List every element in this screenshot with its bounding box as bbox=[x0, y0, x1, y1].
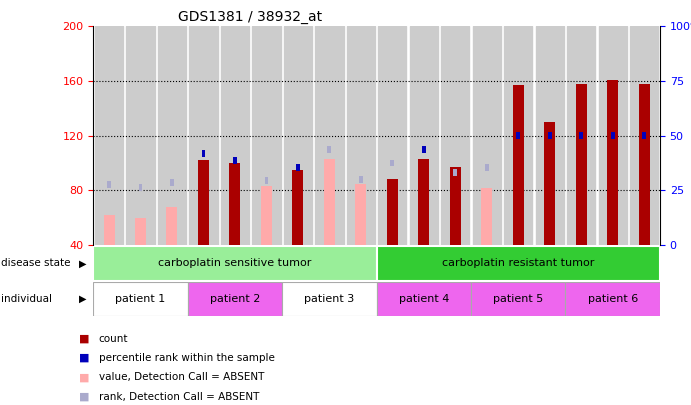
Text: individual: individual bbox=[1, 294, 52, 304]
Bar bbox=[170, 179, 174, 185]
Text: carboplatin resistant tumor: carboplatin resistant tumor bbox=[442, 258, 594, 269]
Bar bbox=[198, 160, 209, 245]
Text: GDS1381 / 38932_at: GDS1381 / 38932_at bbox=[178, 10, 323, 24]
Text: ■: ■ bbox=[79, 373, 90, 382]
Bar bbox=[135, 218, 146, 245]
Bar bbox=[504, 26, 532, 245]
Text: patient 3: patient 3 bbox=[304, 294, 354, 304]
Bar bbox=[548, 132, 551, 139]
Bar bbox=[188, 282, 282, 316]
Bar bbox=[377, 246, 660, 281]
Bar bbox=[315, 26, 343, 245]
Bar bbox=[387, 179, 398, 245]
Bar bbox=[611, 132, 614, 139]
Bar bbox=[107, 181, 111, 188]
Bar bbox=[377, 282, 471, 316]
Bar bbox=[158, 26, 186, 245]
Bar bbox=[418, 159, 429, 245]
Bar bbox=[450, 167, 461, 245]
Bar bbox=[567, 26, 596, 245]
Bar bbox=[261, 186, 272, 245]
Bar bbox=[347, 26, 375, 245]
Bar bbox=[441, 26, 469, 245]
Bar bbox=[565, 282, 660, 316]
Bar bbox=[284, 26, 312, 245]
Bar bbox=[576, 84, 587, 245]
Bar bbox=[638, 84, 650, 245]
Text: ■: ■ bbox=[79, 334, 90, 343]
Bar bbox=[453, 169, 457, 176]
Bar bbox=[513, 85, 524, 245]
Text: patient 2: patient 2 bbox=[210, 294, 260, 304]
Bar bbox=[229, 163, 240, 245]
Text: ■: ■ bbox=[79, 392, 90, 402]
Text: count: count bbox=[99, 334, 129, 343]
Bar bbox=[296, 164, 300, 171]
Bar bbox=[252, 26, 281, 245]
Bar bbox=[410, 26, 438, 245]
Bar bbox=[265, 177, 268, 184]
Bar bbox=[202, 150, 205, 157]
Bar bbox=[126, 26, 155, 245]
Bar bbox=[598, 26, 627, 245]
Text: patient 6: patient 6 bbox=[587, 294, 638, 304]
Text: percentile rank within the sample: percentile rank within the sample bbox=[99, 353, 275, 363]
Bar bbox=[139, 184, 142, 191]
Text: rank, Detection Call = ABSENT: rank, Detection Call = ABSENT bbox=[99, 392, 259, 402]
Bar bbox=[516, 132, 520, 139]
Bar bbox=[378, 26, 406, 245]
Bar bbox=[282, 282, 377, 316]
Bar bbox=[485, 164, 489, 171]
Bar bbox=[473, 26, 501, 245]
Bar bbox=[93, 246, 377, 281]
Bar bbox=[233, 157, 237, 164]
Bar bbox=[220, 26, 249, 245]
Bar bbox=[292, 170, 303, 245]
Bar bbox=[390, 160, 395, 166]
Bar bbox=[324, 159, 335, 245]
Bar bbox=[95, 26, 123, 245]
Text: patient 5: patient 5 bbox=[493, 294, 543, 304]
Text: disease state: disease state bbox=[1, 258, 70, 269]
Bar bbox=[536, 26, 564, 245]
Bar bbox=[422, 146, 426, 153]
Bar bbox=[630, 26, 659, 245]
Bar bbox=[93, 282, 188, 316]
Text: ▶: ▶ bbox=[79, 294, 87, 304]
Bar bbox=[167, 207, 178, 245]
Bar bbox=[607, 80, 618, 245]
Text: ▶: ▶ bbox=[79, 258, 87, 269]
Text: patient 1: patient 1 bbox=[115, 294, 166, 304]
Text: value, Detection Call = ABSENT: value, Detection Call = ABSENT bbox=[99, 373, 264, 382]
Bar bbox=[189, 26, 218, 245]
Bar bbox=[481, 188, 492, 245]
Text: patient 4: patient 4 bbox=[399, 294, 449, 304]
Text: ■: ■ bbox=[79, 353, 90, 363]
Bar bbox=[328, 146, 331, 153]
Bar bbox=[104, 215, 115, 245]
Bar bbox=[355, 183, 366, 245]
Bar bbox=[359, 176, 363, 183]
Bar bbox=[579, 132, 583, 139]
Bar bbox=[545, 122, 556, 245]
Text: carboplatin sensitive tumor: carboplatin sensitive tumor bbox=[158, 258, 312, 269]
Bar bbox=[471, 282, 565, 316]
Bar bbox=[642, 132, 646, 139]
